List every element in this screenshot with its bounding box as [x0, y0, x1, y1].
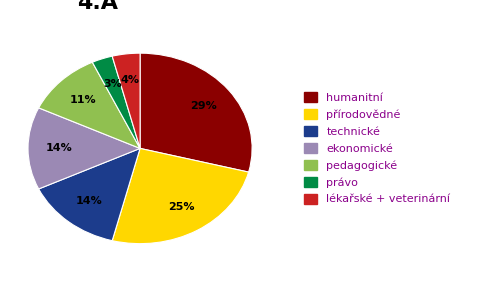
Text: 4%: 4% — [120, 75, 140, 85]
Wedge shape — [39, 148, 140, 241]
Ellipse shape — [42, 104, 249, 208]
Text: 3%: 3% — [103, 79, 122, 89]
Wedge shape — [39, 62, 140, 148]
Wedge shape — [140, 53, 252, 172]
Text: 29%: 29% — [190, 101, 217, 111]
Wedge shape — [112, 53, 140, 148]
Text: 14%: 14% — [75, 196, 102, 206]
Text: 14%: 14% — [46, 143, 73, 153]
Wedge shape — [28, 108, 140, 189]
Text: 25%: 25% — [168, 203, 194, 212]
Text: 11%: 11% — [70, 95, 96, 105]
Wedge shape — [92, 56, 140, 148]
Legend: humanitní, přírodovědné, technické, ekonomické, pedagogické, právo, lékařské + v: humanitní, přírodovědné, technické, ekon… — [300, 88, 455, 209]
Wedge shape — [112, 148, 249, 244]
Title: 4.A: 4.A — [78, 0, 118, 13]
